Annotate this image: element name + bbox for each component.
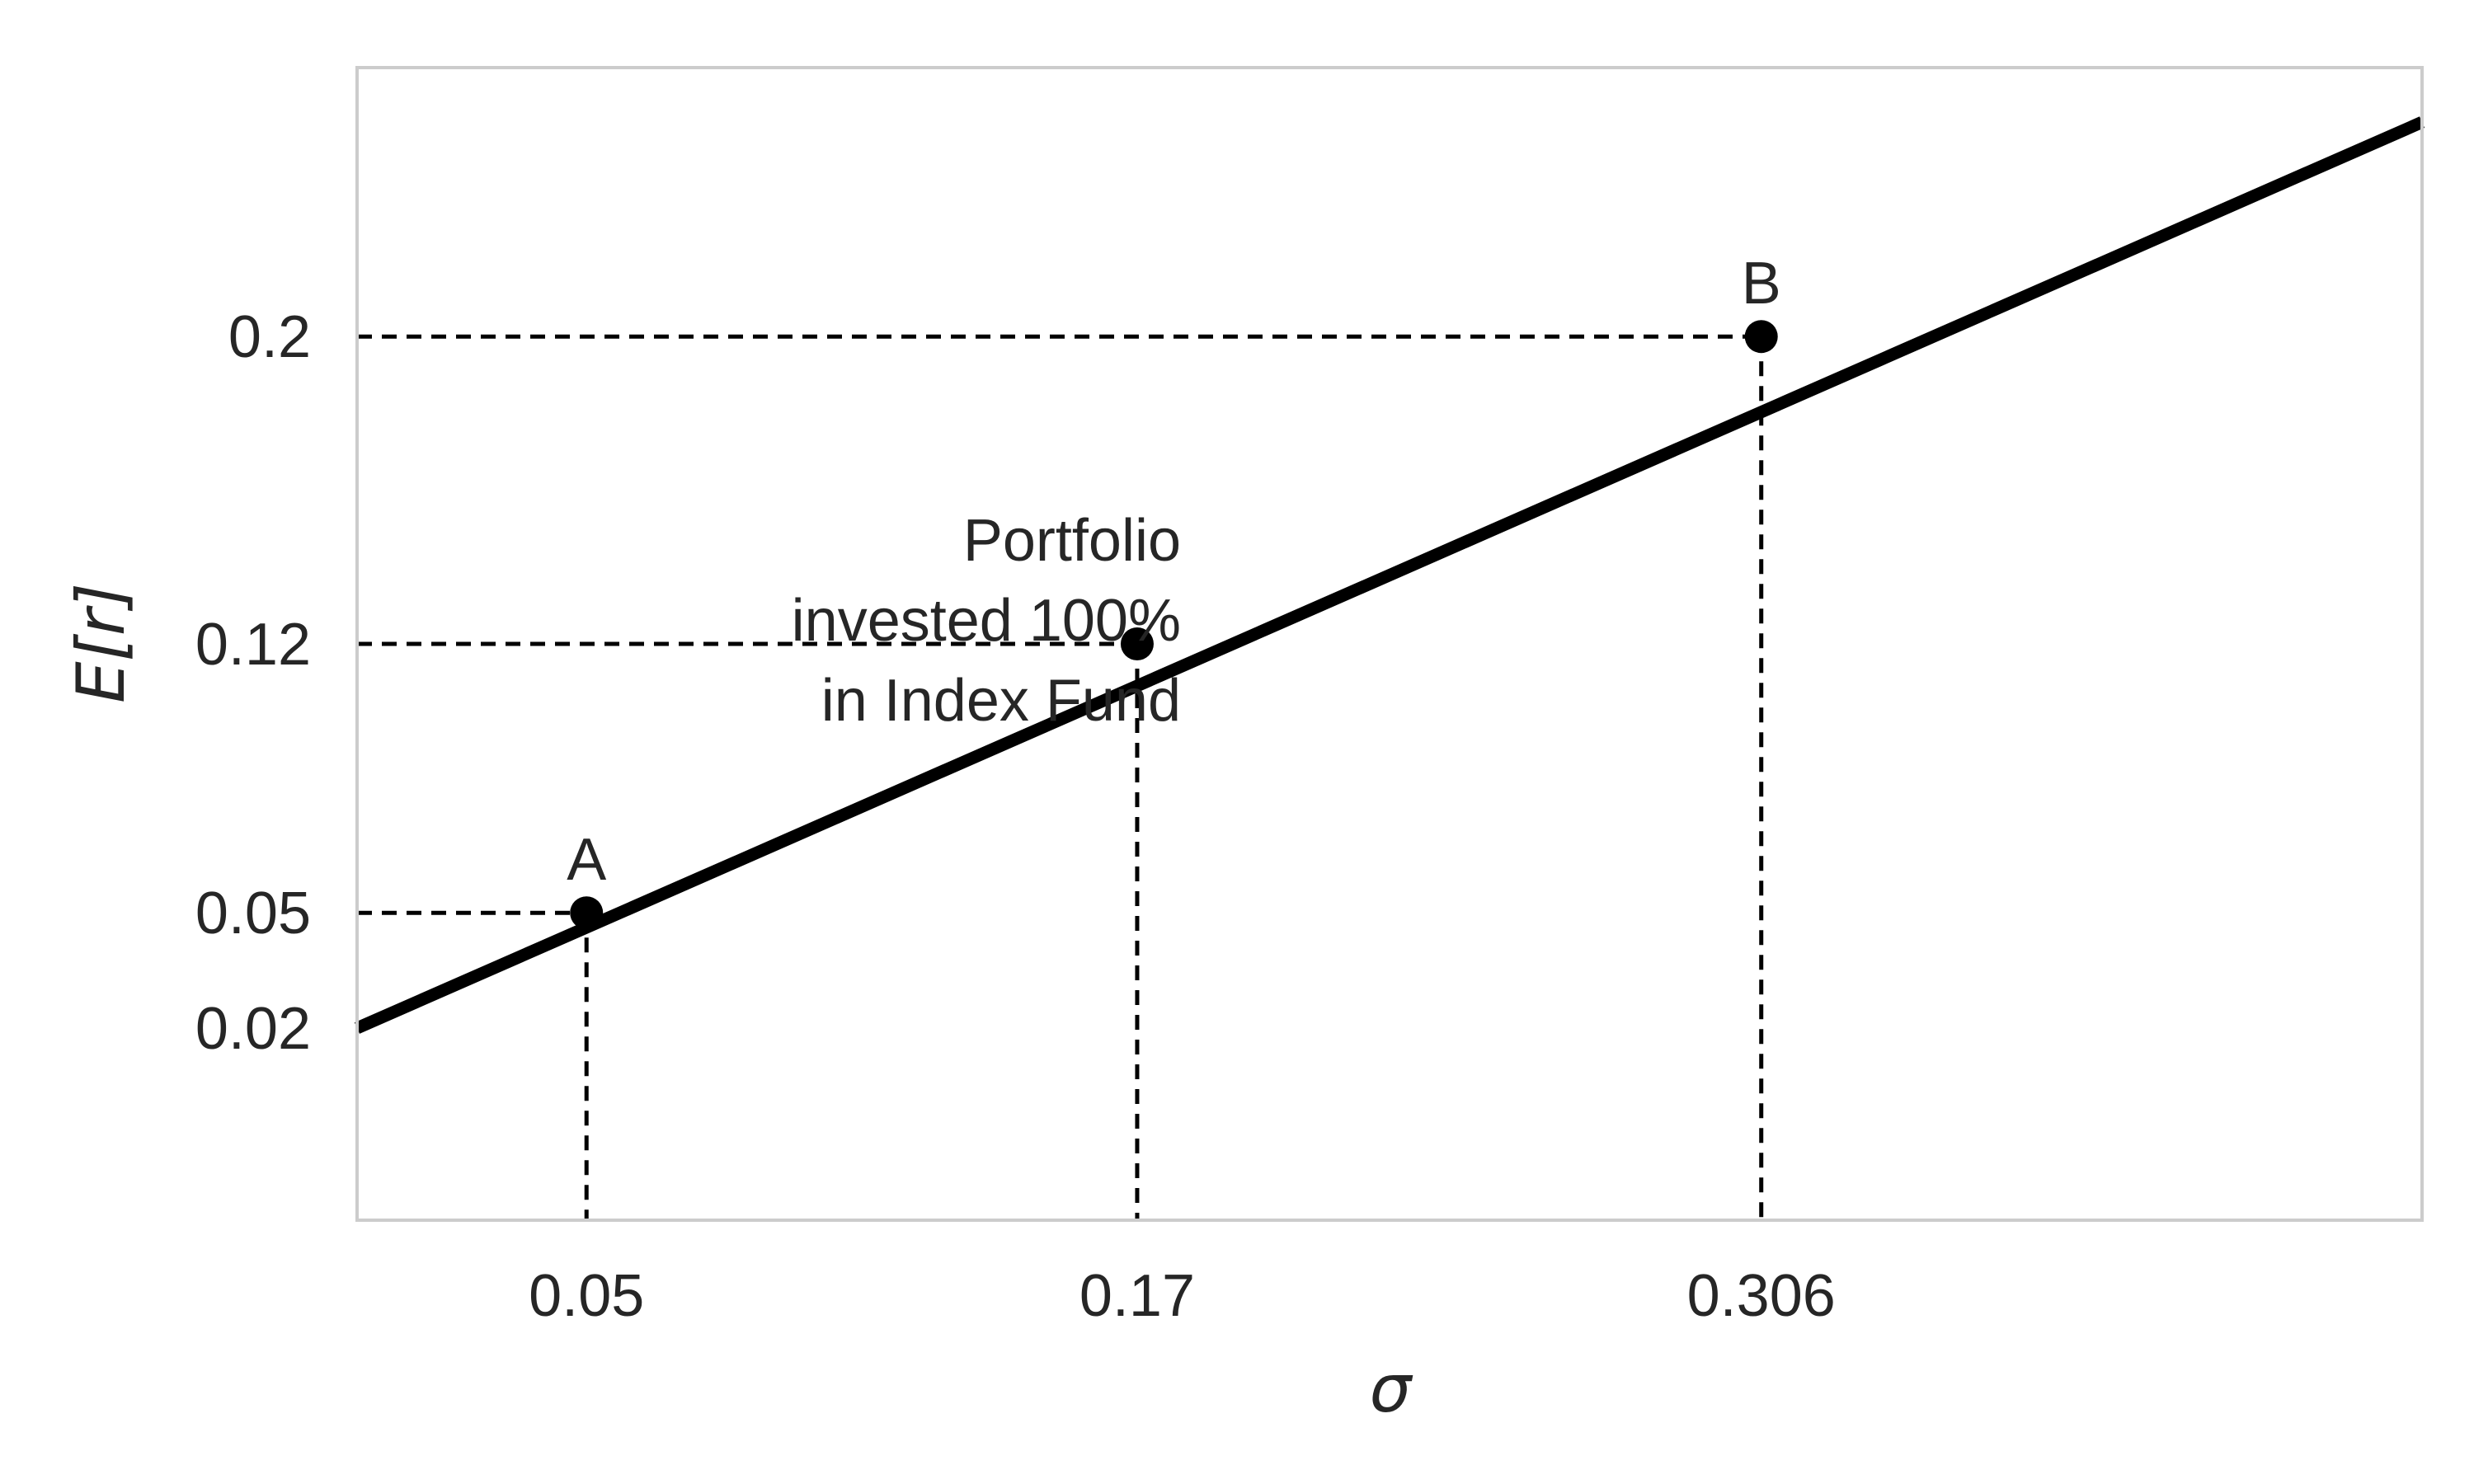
y-tick-label: 0.05 [195,881,311,946]
data-point-1 [1120,627,1154,660]
y-tick-label: 0.02 [195,996,311,1062]
point-label-b: B [1742,251,1781,317]
annotation-line: Portfolio [963,508,1181,574]
annotation-line: in Index Fund [821,668,1181,734]
data-point-2 [1744,320,1778,354]
y-tick-label: 0.12 [195,612,311,678]
data-point-0 [570,896,604,930]
points-group: AB [567,251,1781,930]
x-axis-label: σ [1370,1350,1413,1427]
series-line-0 [354,116,2425,1034]
annotation-line: invested 100% [792,588,1181,654]
plot-frame [355,66,2424,1222]
y-axis-label: E[r] [63,583,139,703]
y-tick-label: 0.2 [228,304,311,370]
annotation-index-fund: Portfolio invested 100% in Index Fund [792,508,1181,734]
series-group [354,116,2425,1034]
y-tick-labels: 0.02 0.05 0.12 0.2 [195,304,311,1062]
point-label-a: A [567,827,606,893]
x-tick-label: 0.17 [1079,1263,1195,1329]
x-tick-labels: 0.05 0.17 0.306 [529,1263,1836,1329]
guide-lines [357,334,1764,1220]
x-tick-label: 0.306 [1687,1263,1836,1329]
x-tick-label: 0.05 [529,1263,644,1329]
